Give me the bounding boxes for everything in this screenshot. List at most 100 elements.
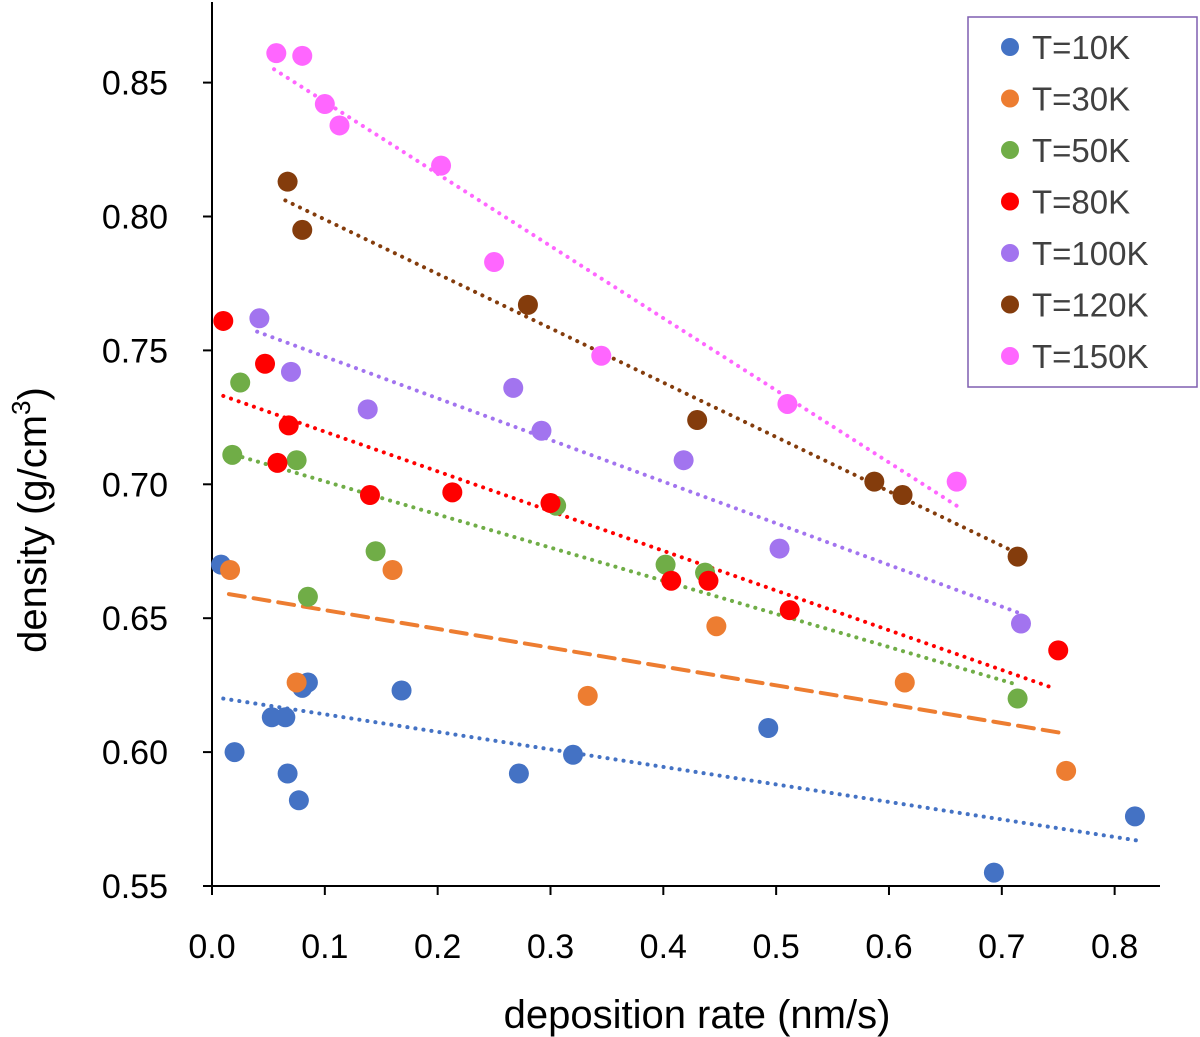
point-t30k bbox=[1056, 760, 1077, 781]
x-axis-title: deposition rate (nm/s) bbox=[504, 993, 891, 1037]
axes: 0.0 0.1 0.2 0.3 0.4 0.5 0.6 0.7 0.8 0.55 0.60 0.65 0… bbox=[6, 2, 1160, 1037]
y-tick-label: 0.60 bbox=[102, 734, 168, 772]
point-t80k bbox=[698, 570, 719, 591]
x-tick-label: 0.8 bbox=[1091, 928, 1138, 966]
point-t150k bbox=[292, 45, 313, 66]
point-t50k bbox=[286, 450, 307, 471]
point-t10k bbox=[275, 707, 296, 728]
legend-label-t150k: T=150K bbox=[1032, 338, 1149, 375]
x-tick-label: 0.6 bbox=[865, 928, 912, 966]
point-t100k bbox=[503, 377, 524, 398]
point-t120k bbox=[517, 294, 538, 315]
point-t120k bbox=[277, 171, 298, 192]
y-tick-label: 0.70 bbox=[102, 466, 168, 504]
point-t80k bbox=[359, 485, 380, 506]
point-t150k bbox=[946, 471, 967, 492]
point-t100k bbox=[673, 450, 694, 471]
legend: T=10K T=30K T=50K T=80K T=100K T=120K T=150K bbox=[967, 16, 1198, 388]
point-t50k bbox=[230, 372, 251, 393]
point-t10k bbox=[391, 680, 412, 701]
x-tick-label: 0.0 bbox=[188, 928, 235, 966]
point-t100k bbox=[249, 308, 270, 329]
legend-marker-t10k bbox=[1001, 38, 1019, 56]
legend-marker-t50k bbox=[1001, 141, 1019, 159]
legend-marker-t120k bbox=[1001, 295, 1019, 314]
point-t150k bbox=[329, 115, 350, 136]
point-t10k bbox=[1124, 806, 1145, 827]
y-tick-label: 0.85 bbox=[102, 65, 168, 103]
y-tick-label: 0.65 bbox=[102, 600, 168, 638]
point-t10k bbox=[288, 790, 309, 811]
point-t100k bbox=[769, 538, 790, 559]
legend-label-t10k: T=10K bbox=[1032, 29, 1130, 66]
point-t100k bbox=[280, 361, 301, 382]
legend-label-t120k: T=120K bbox=[1032, 287, 1149, 324]
point-t80k bbox=[1048, 640, 1069, 661]
point-t30k bbox=[706, 616, 727, 637]
point-t50k bbox=[1007, 688, 1028, 709]
legend-marker-t150k bbox=[1001, 347, 1019, 365]
point-t120k bbox=[1007, 546, 1028, 567]
point-t10k bbox=[563, 744, 584, 765]
y-tick-label: 0.80 bbox=[102, 199, 168, 237]
point-t80k bbox=[779, 600, 800, 621]
trend-line-t80k bbox=[221, 393, 1055, 690]
legend-label-t100k: T=100K bbox=[1032, 235, 1149, 272]
point-t30k bbox=[220, 559, 241, 580]
point-t150k bbox=[314, 94, 335, 115]
x-tick-label: 0.4 bbox=[640, 928, 687, 966]
point-t120k bbox=[892, 485, 913, 506]
point-t100k bbox=[531, 420, 552, 441]
point-t80k bbox=[442, 482, 463, 503]
point-t120k bbox=[864, 471, 885, 492]
legend-label-t80k: T=80K bbox=[1032, 184, 1130, 221]
trend-line-t100k bbox=[255, 329, 1021, 615]
x-tick-label: 0.2 bbox=[414, 928, 461, 966]
legend-label-t50k: T=50K bbox=[1032, 132, 1130, 169]
point-t120k bbox=[292, 219, 313, 240]
point-t10k bbox=[224, 742, 245, 763]
point-t80k bbox=[278, 415, 299, 436]
point-t50k bbox=[365, 541, 386, 562]
point-t80k bbox=[661, 570, 682, 591]
point-t10k bbox=[983, 862, 1004, 883]
trend-line-t150k bbox=[272, 67, 959, 508]
x-tick-label: 0.7 bbox=[978, 928, 1025, 966]
point-t50k bbox=[297, 586, 318, 607]
y-tick-label: 0.75 bbox=[102, 332, 168, 370]
data-points bbox=[211, 43, 1145, 883]
legend-marker-t80k bbox=[1001, 192, 1019, 211]
x-tick-label: 0.1 bbox=[301, 928, 348, 966]
legend-label-t30k: T=30K bbox=[1032, 81, 1130, 118]
trend-line-t30k bbox=[226, 592, 1066, 736]
point-t150k bbox=[266, 43, 287, 64]
point-t100k bbox=[1010, 613, 1031, 634]
point-t150k bbox=[431, 155, 452, 176]
point-t50k bbox=[222, 444, 243, 465]
legend-marker-t100k bbox=[1001, 244, 1019, 262]
x-tick-label: 0.5 bbox=[753, 928, 800, 966]
point-t50k bbox=[655, 554, 676, 575]
x-tick-label: 0.3 bbox=[527, 928, 574, 966]
point-t30k bbox=[577, 685, 598, 706]
point-t150k bbox=[777, 393, 798, 414]
point-t100k bbox=[357, 399, 378, 420]
point-t30k bbox=[382, 559, 403, 580]
y-axis-title: density (g/cm3) bbox=[6, 387, 55, 653]
point-t150k bbox=[591, 345, 612, 366]
point-t10k bbox=[508, 763, 529, 784]
legend-marker-t30k bbox=[1001, 89, 1019, 108]
y-tick-label: 0.55 bbox=[102, 868, 168, 906]
point-t80k bbox=[540, 493, 561, 514]
point-t30k bbox=[286, 672, 307, 693]
point-t80k bbox=[255, 353, 276, 374]
point-t80k bbox=[213, 310, 234, 331]
point-t150k bbox=[484, 252, 505, 273]
trend-line-t10k bbox=[221, 696, 1140, 843]
point-t30k bbox=[894, 672, 915, 693]
point-t10k bbox=[277, 763, 298, 784]
point-t120k bbox=[687, 410, 708, 431]
point-t10k bbox=[758, 717, 779, 738]
point-t80k bbox=[267, 452, 288, 473]
